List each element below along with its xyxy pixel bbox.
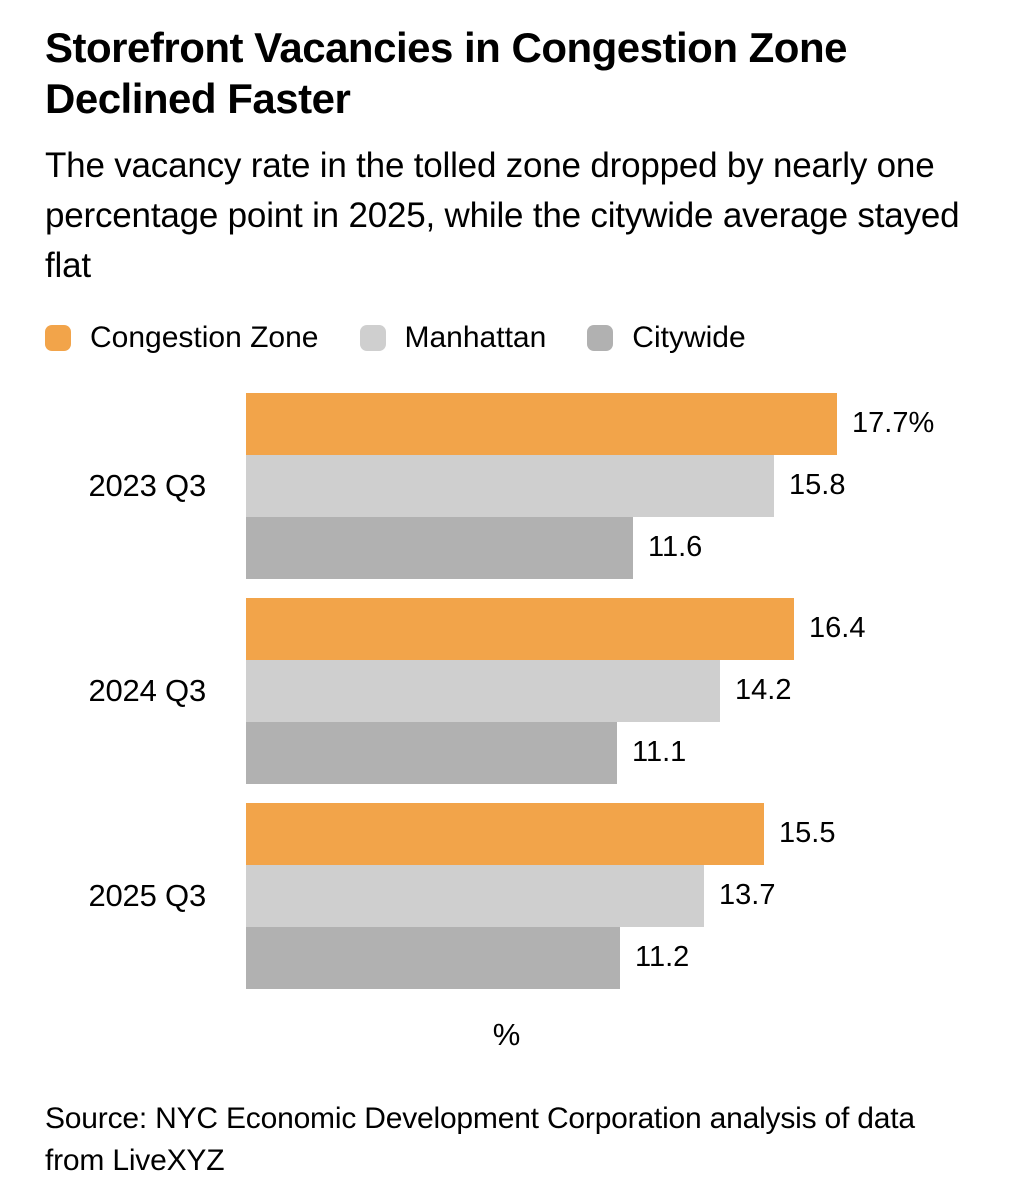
bar-manhattan [246,454,774,517]
category-label: 2025 Q3 [88,877,206,913]
bar-row: 13.7 [246,864,968,927]
legend-swatch-icon [587,324,614,351]
chart-subtitle: The vacancy rate in the tolled zone drop… [45,146,960,285]
bar-value-label: 11.6 [648,531,703,564]
bar-row: 17.7% [246,392,968,455]
bar-value-label: 17.7% [852,407,935,440]
bar-group: 2025 Q3 15.5 13.7 11.2 [45,802,968,989]
legend: Congestion Zone Manhattan Citywide [45,321,968,355]
bar-row: 14.2 [246,659,968,722]
legend-swatch-icon [45,324,71,351]
bar-group: 2023 Q3 17.7% 15.8 11.6 [45,392,968,579]
bar-row: 15.8 [246,454,968,517]
bar-value-label: 16.4 [809,612,866,645]
bar-citywide [246,516,633,579]
bar-value-label: 11.2 [635,941,690,974]
bar-group-rows: 16.4 14.2 11.1 [246,597,968,784]
category-label: 2023 Q3 [88,467,206,503]
bar-row: 16.4 [246,597,968,660]
x-axis-label: % [492,1016,521,1052]
bar-row: 11.2 [246,926,968,989]
source-note: Source: NYC Economic Development Corpora… [45,1101,915,1177]
chart-title: Storefront Vacancies in Congestion Zone … [45,24,847,123]
legend-label: Citywide [632,320,746,354]
bar-value-label: 11.1 [632,736,687,769]
bar-chart: 2023 Q3 17.7% 15.8 11.6 2024 Q3 16.4 14.2 11.1 2… [45,392,968,989]
category-label: 2024 Q3 [88,672,206,708]
bar-value-label: 14.2 [735,674,792,707]
bar-citywide [246,721,617,784]
legend-item: Congestion Zone [45,321,319,355]
bar-group: 2024 Q3 16.4 14.2 11.1 [45,597,968,784]
bar-congestion-zone [246,392,837,455]
bar-group-rows: 17.7% 15.8 11.6 [246,392,968,579]
bar-citywide [246,926,620,989]
bar-congestion-zone [246,802,764,865]
bar-row: 15.5 [246,802,968,865]
bar-row: 11.1 [246,721,968,784]
bar-congestion-zone [246,597,794,660]
legend-swatch-icon [359,324,386,351]
bar-manhattan [246,659,720,722]
bar-value-label: 15.8 [789,469,846,502]
bar-manhattan [246,864,704,927]
legend-label: Congestion Zone [90,320,319,354]
bar-value-label: 15.5 [779,817,836,850]
bar-row: 11.6 [246,516,968,579]
legend-item: Manhattan [359,320,547,355]
legend-item: Citywide [587,320,746,355]
bar-group-rows: 15.5 13.7 11.2 [246,802,968,989]
legend-label: Manhattan [404,320,547,354]
bar-value-label: 13.7 [719,879,776,912]
